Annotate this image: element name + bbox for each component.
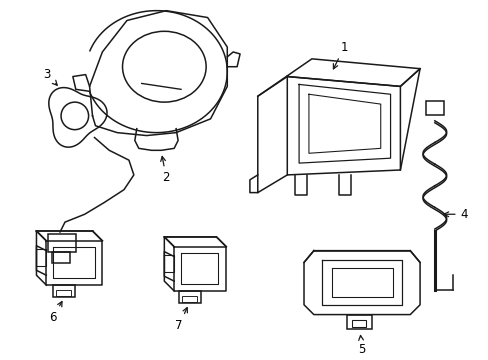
Text: 4: 4 [443, 208, 467, 221]
Text: 7: 7 [175, 307, 187, 332]
Text: 1: 1 [333, 41, 347, 69]
Text: 2: 2 [161, 156, 170, 184]
Text: 3: 3 [43, 68, 57, 85]
Text: 5: 5 [358, 336, 365, 356]
Text: 6: 6 [49, 302, 62, 324]
